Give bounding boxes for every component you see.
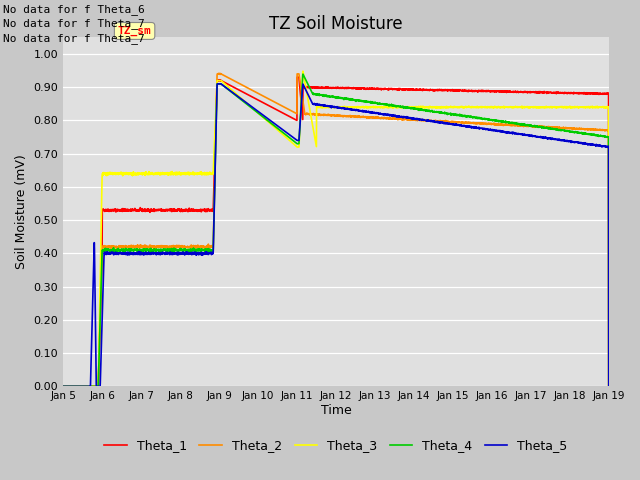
Theta_4	[269, 121, 276, 127]
Theta_2	[214, 71, 222, 76]
Theta_3	[292, 144, 300, 149]
Theta_5	[605, 384, 612, 389]
Theta_2	[154, 244, 162, 250]
Theta_3	[154, 170, 162, 176]
Theta_5	[269, 120, 276, 125]
Theta_3	[605, 384, 612, 389]
Theta_1	[122, 208, 129, 214]
Theta_1	[605, 384, 612, 389]
Line: Theta_1: Theta_1	[63, 77, 609, 386]
Theta_3	[536, 105, 543, 111]
Theta_5	[292, 137, 300, 143]
Theta_5	[536, 134, 543, 140]
Theta_4	[122, 247, 129, 253]
Theta_3	[269, 122, 276, 128]
Theta_4	[595, 132, 602, 138]
Theta_3	[60, 384, 67, 389]
Theta_3	[122, 170, 129, 176]
Theta_4	[299, 71, 307, 77]
Theta_2	[122, 245, 129, 251]
Line: Theta_5: Theta_5	[63, 84, 609, 386]
Title: TZ Soil Moisture: TZ Soil Moisture	[269, 15, 403, 33]
Theta_4	[292, 140, 300, 146]
Line: Theta_4: Theta_4	[63, 74, 609, 386]
Theta_1	[269, 105, 276, 110]
Line: Theta_3: Theta_3	[63, 71, 609, 386]
X-axis label: Time: Time	[321, 404, 351, 417]
Theta_2	[269, 98, 276, 104]
Theta_2	[536, 124, 543, 130]
Line: Theta_2: Theta_2	[63, 73, 609, 386]
Theta_4	[154, 248, 162, 253]
Theta_5	[213, 81, 221, 87]
Theta_3	[595, 104, 602, 110]
Theta_1	[60, 384, 67, 389]
Theta_2	[605, 384, 612, 389]
Theta_1	[595, 91, 602, 97]
Text: No data for f Theta_7: No data for f Theta_7	[3, 33, 145, 44]
Theta_4	[536, 124, 543, 130]
Text: No data for f Theta_6: No data for f Theta_6	[3, 4, 145, 15]
Theta_2	[595, 127, 602, 133]
Legend: Theta_1, Theta_2, Theta_3, Theta_4, Theta_5: Theta_1, Theta_2, Theta_3, Theta_4, Thet…	[99, 434, 573, 457]
Y-axis label: Soil Moisture (mV): Soil Moisture (mV)	[15, 155, 28, 269]
Theta_2	[292, 110, 300, 116]
Theta_4	[605, 384, 612, 389]
Theta_5	[60, 384, 67, 389]
Theta_5	[154, 251, 162, 256]
Theta_1	[154, 207, 162, 213]
Theta_2	[60, 384, 67, 389]
Theta_5	[122, 251, 129, 256]
Text: TZ_sm: TZ_sm	[118, 26, 152, 36]
Text: No data for f Theta_7: No data for f Theta_7	[3, 18, 145, 29]
Theta_5	[595, 143, 602, 148]
Theta_1	[293, 74, 301, 80]
Theta_1	[536, 89, 543, 95]
Theta_4	[60, 384, 67, 389]
Theta_3	[299, 68, 307, 74]
Theta_1	[292, 117, 300, 123]
